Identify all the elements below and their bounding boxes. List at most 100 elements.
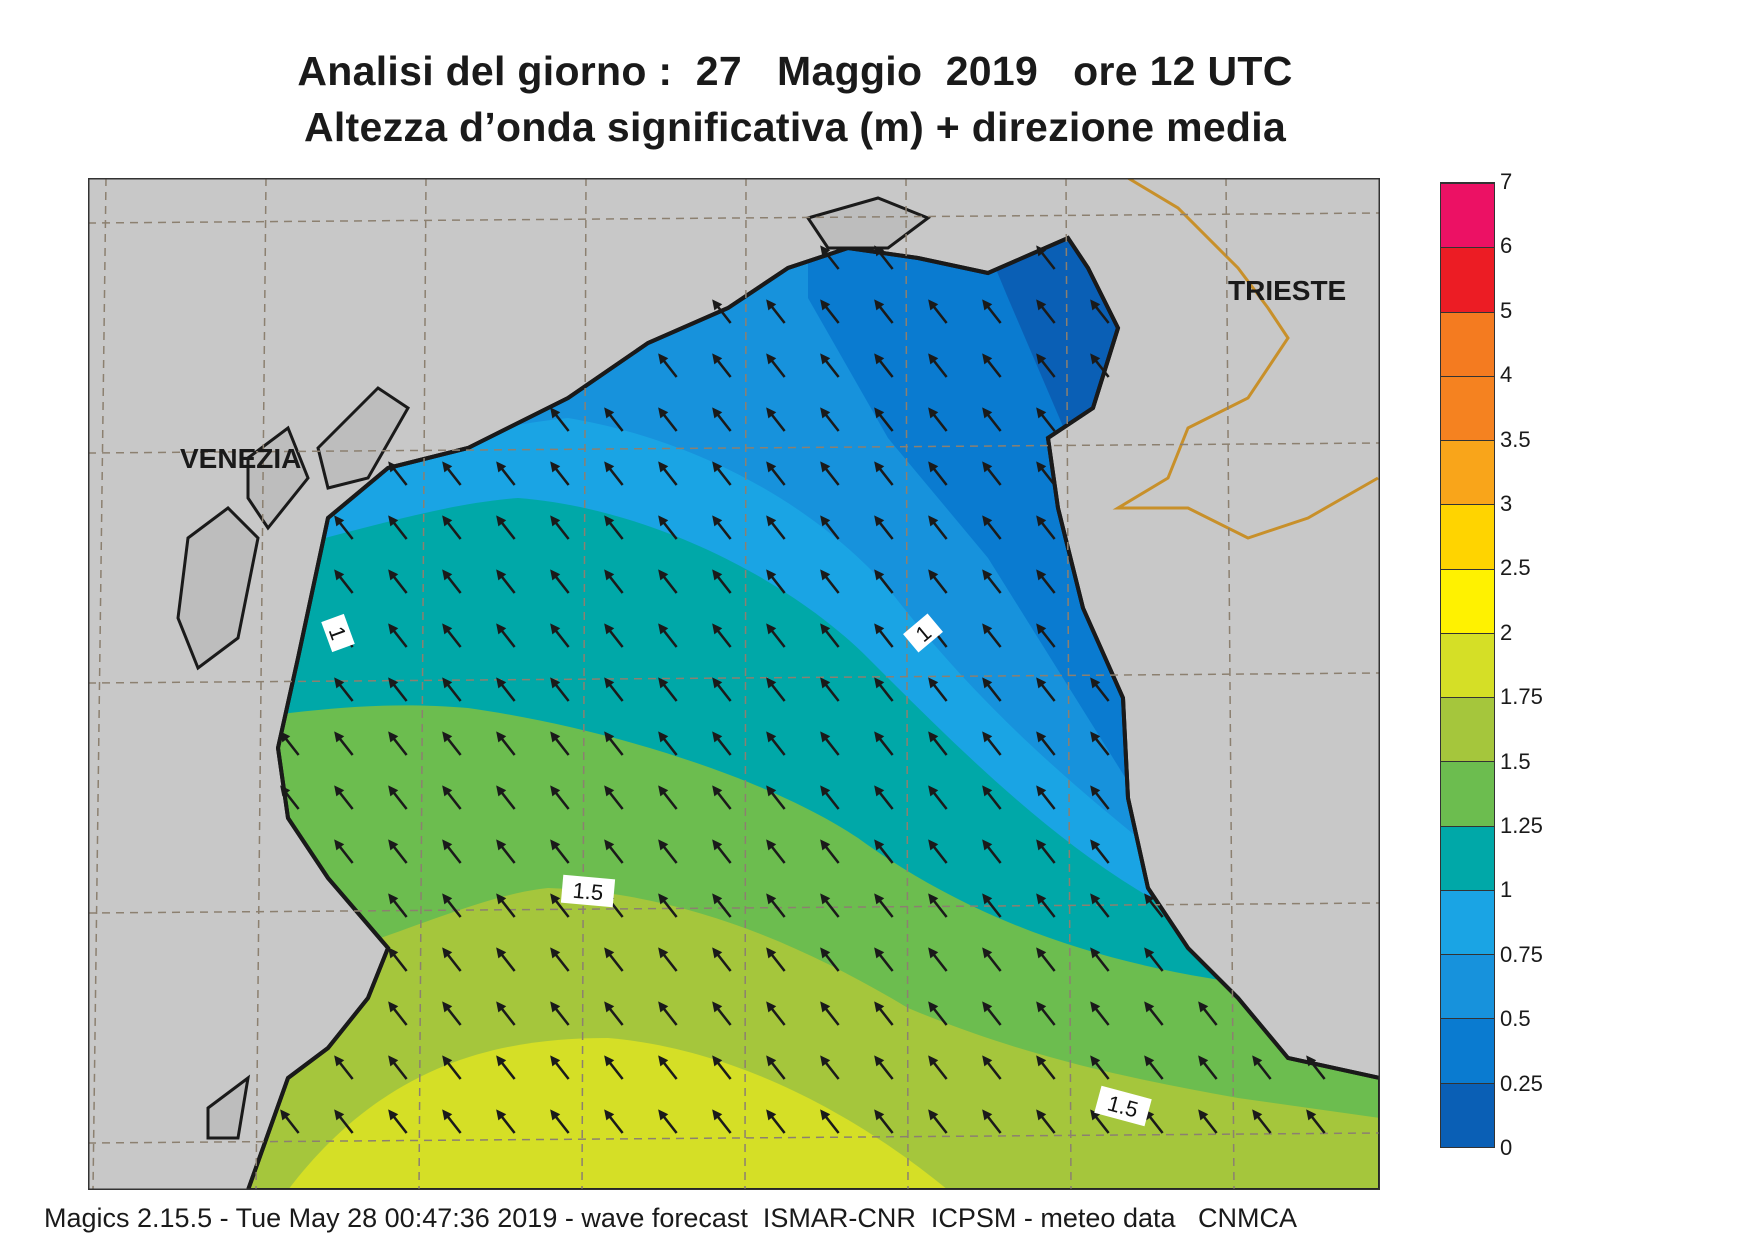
direction-arrow	[442, 461, 462, 486]
direction-arrow	[604, 677, 624, 702]
direction-arrow	[1090, 893, 1110, 918]
direction-arrow	[334, 731, 354, 756]
direction-arrow	[658, 893, 678, 918]
legend-swatch	[1441, 311, 1494, 376]
legend-swatch	[1441, 1082, 1494, 1147]
direction-arrow	[496, 839, 516, 864]
legend-tick-label: 1.25	[1500, 813, 1543, 838]
direction-arrow	[1036, 1001, 1056, 1026]
direction-arrow	[658, 677, 678, 702]
direction-arrow	[1036, 569, 1056, 594]
direction-arrow	[442, 1001, 462, 1026]
direction-arrow	[334, 677, 354, 702]
direction-arrow	[820, 461, 840, 486]
contour-label-1b: 1	[903, 613, 943, 653]
legend-colorbar	[1440, 182, 1495, 1148]
direction-arrow	[874, 1109, 894, 1134]
wave-direction-arrows	[280, 245, 1326, 1134]
direction-arrow	[550, 785, 570, 810]
direction-arrow	[982, 785, 1002, 810]
direction-arrow	[766, 947, 786, 972]
direction-arrow	[388, 893, 408, 918]
color-legend: 0 0.25 0.5 0.75 1 1.25 1.5 1.75 2 2.5 3 3.5 4 5 6 7	[1440, 169, 1560, 1160]
contour-label-1-5a: 1.5	[560, 874, 616, 908]
direction-arrow	[982, 839, 1002, 864]
direction-arrow	[1036, 1055, 1056, 1080]
direction-arrow	[820, 299, 840, 324]
direction-arrow	[604, 1055, 624, 1080]
direction-arrow	[874, 893, 894, 918]
direction-arrow	[874, 623, 894, 648]
lagoon-islands	[176, 196, 932, 1140]
direction-arrow	[388, 515, 408, 540]
direction-arrow	[982, 1055, 1002, 1080]
direction-arrow	[820, 677, 840, 702]
direction-arrow	[766, 893, 786, 918]
city-label-venezia: VENEZIA	[180, 443, 301, 474]
direction-arrow	[712, 569, 732, 594]
direction-arrow	[820, 839, 840, 864]
direction-arrow	[820, 1001, 840, 1026]
direction-arrow	[928, 785, 948, 810]
direction-arrow	[658, 407, 678, 432]
direction-arrow	[496, 785, 516, 810]
direction-arrow	[496, 623, 516, 648]
direction-arrow	[928, 1109, 948, 1134]
legend-tick-label: 1.75	[1500, 684, 1543, 710]
direction-arrow	[820, 569, 840, 594]
direction-arrow	[766, 1109, 786, 1134]
direction-arrow	[874, 1055, 894, 1080]
direction-arrow	[766, 569, 786, 594]
direction-arrow	[982, 299, 1002, 324]
direction-arrow	[550, 515, 570, 540]
direction-arrow	[1144, 1055, 1164, 1080]
direction-arrow	[766, 407, 786, 432]
direction-arrow	[550, 1109, 570, 1134]
direction-arrow	[604, 1109, 624, 1134]
direction-arrow	[874, 839, 894, 864]
direction-arrow	[550, 1055, 570, 1080]
direction-arrow	[550, 839, 570, 864]
direction-arrow	[874, 947, 894, 972]
direction-arrow	[712, 461, 732, 486]
direction-arrow	[1144, 893, 1164, 918]
direction-arrow	[820, 515, 840, 540]
direction-arrow	[334, 1109, 354, 1134]
graticule	[88, 178, 1380, 1190]
direction-arrow	[766, 461, 786, 486]
legend-tick-label: 0	[1500, 1135, 1513, 1160]
direction-arrow	[712, 947, 732, 972]
direction-arrow	[712, 839, 732, 864]
direction-arrow	[496, 947, 516, 972]
direction-arrow	[1090, 785, 1110, 810]
direction-arrow	[604, 785, 624, 810]
direction-arrow	[442, 1055, 462, 1080]
direction-arrow	[1252, 1109, 1272, 1134]
direction-arrow	[982, 1109, 1002, 1134]
direction-arrow	[1036, 461, 1056, 486]
city-label-trieste: TRIESTE	[1228, 275, 1346, 306]
direction-arrow	[928, 731, 948, 756]
direction-arrow	[658, 839, 678, 864]
map-title-line2: Altezza d’onda significativa (m) + direz…	[303, 104, 1287, 150]
direction-arrow	[928, 461, 948, 486]
direction-arrow	[496, 731, 516, 756]
direction-arrow	[550, 623, 570, 648]
direction-arrow	[1090, 1001, 1110, 1026]
direction-arrow	[874, 1001, 894, 1026]
direction-arrow	[1090, 731, 1110, 756]
direction-arrow	[982, 677, 1002, 702]
legend-swatch	[1441, 697, 1494, 762]
direction-arrow	[550, 461, 570, 486]
direction-arrow	[1252, 1055, 1272, 1080]
direction-arrow	[388, 839, 408, 864]
direction-arrow	[874, 299, 894, 324]
direction-arrow	[658, 785, 678, 810]
direction-arrow	[388, 677, 408, 702]
direction-arrow	[820, 785, 840, 810]
direction-arrow	[928, 299, 948, 324]
direction-arrow	[388, 1055, 408, 1080]
legend-swatch	[1441, 825, 1494, 890]
direction-arrow	[820, 731, 840, 756]
direction-arrow	[874, 407, 894, 432]
